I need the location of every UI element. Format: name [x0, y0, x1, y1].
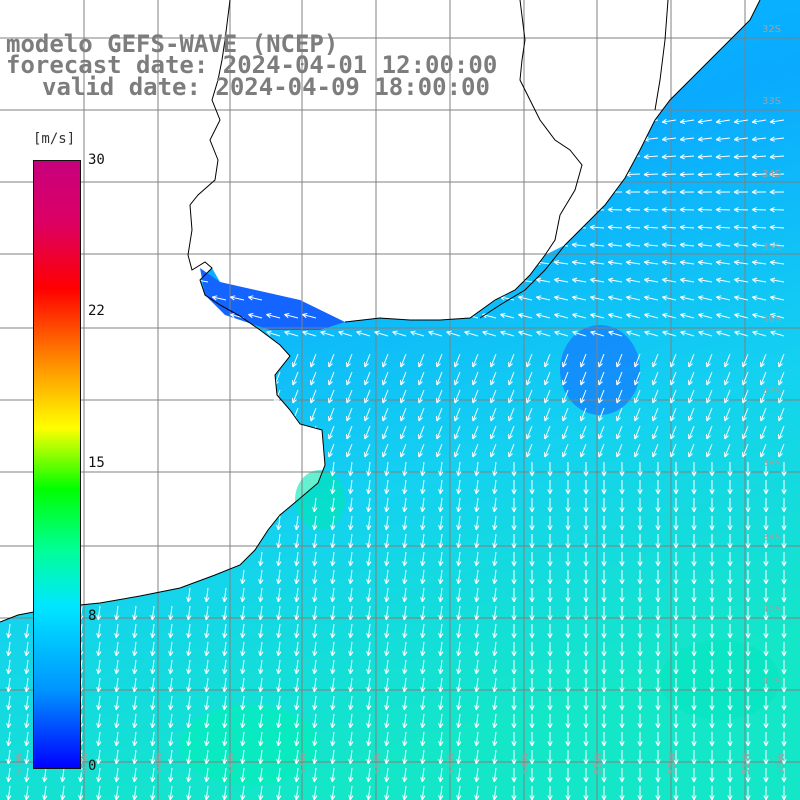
- lat-label: 37S: [762, 386, 781, 397]
- lon-label: 53W: [593, 752, 604, 775]
- colorbar-tick-22: 22: [88, 303, 105, 319]
- colorbar-units: [m/s]: [33, 131, 76, 147]
- lon-label: 52W: [667, 752, 678, 775]
- coastline: [0, 0, 761, 623]
- lat-label: 41S: [762, 676, 781, 687]
- colorbar-tick-30: 30: [88, 152, 105, 168]
- lon-label: 56W: [372, 752, 383, 775]
- lat-label: 36S: [762, 314, 781, 325]
- lat-label: 35S: [762, 242, 781, 253]
- lat-label: 39S: [762, 532, 781, 543]
- forecast-date: forecast date: 2024-04-01 12:00:00: [6, 51, 498, 79]
- lat-label: 34S: [762, 169, 781, 180]
- lon-label: 51W: [741, 752, 752, 775]
- colorbar-tick-0: 0: [88, 758, 97, 774]
- colorbar-gradient: [33, 160, 81, 769]
- valid-date: valid date: 2024-04-09 18:00:00: [42, 73, 490, 101]
- colorbar-tick-8: 8: [88, 608, 97, 624]
- colorbar-tick-15: 15: [88, 455, 105, 471]
- grid-labels: 32S 33S 34S 35S 36S 37S 38S 39S 40S 41S 61W 60W 59W 5…: [14, 24, 787, 775]
- lon-label: 57W: [298, 752, 309, 775]
- lat-label: 32S: [762, 24, 781, 35]
- lon-label: 58W: [226, 752, 237, 775]
- lat-label: 40S: [762, 604, 781, 615]
- lon-label: 60W: [80, 752, 91, 775]
- lat-label: 33S: [762, 96, 781, 107]
- lon-label: 55W: [446, 752, 457, 775]
- lon-label: 50W: [776, 752, 787, 775]
- lon-label: 54W: [520, 752, 531, 775]
- model-title: modelo GEFS-WAVE (NCEP): [6, 30, 339, 58]
- lon-label: 59W: [154, 752, 165, 775]
- lat-label: 38S: [762, 458, 781, 469]
- lon-label: 61W: [14, 752, 25, 775]
- wind-vectors: [6, 118, 787, 800]
